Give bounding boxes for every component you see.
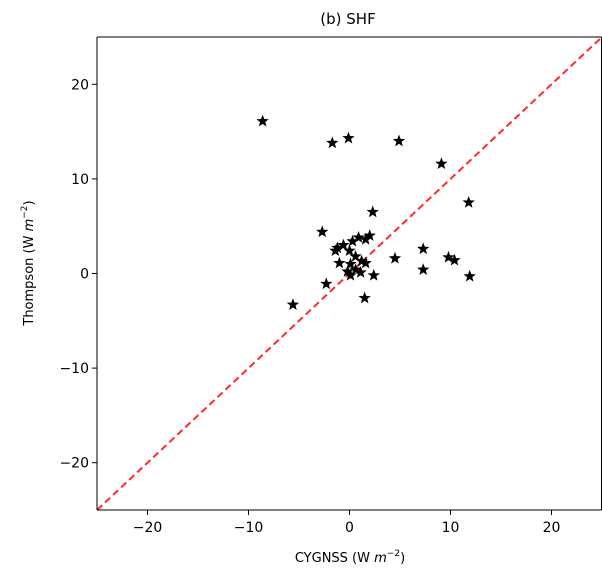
x-axis-label-unit: m — [374, 551, 387, 566]
data-point — [331, 241, 344, 254]
data-point — [359, 256, 372, 269]
data-point — [355, 254, 368, 267]
y-axis-label-exponent: −2 — [20, 205, 30, 218]
x-axis-label-suffix: ) — [400, 551, 405, 566]
data-point — [367, 268, 380, 281]
data-point — [417, 242, 430, 255]
data-point — [329, 244, 342, 257]
x-axis-label: CYGNSS (W m−2) — [295, 549, 405, 566]
data-point — [344, 257, 357, 270]
chart-title: (b) SHF — [320, 10, 375, 28]
data-point — [448, 253, 461, 266]
data-point — [342, 131, 355, 144]
y-tick-label: 0 — [80, 267, 89, 283]
data-point — [359, 232, 372, 245]
x-tick-label: 0 — [345, 520, 354, 536]
data-point — [462, 196, 475, 208]
x-tick-label: −20 — [133, 520, 163, 536]
x-tick-label: 10 — [442, 520, 460, 536]
data-point — [326, 136, 339, 149]
y-axis-label-prefix: Thompson (W — [22, 231, 37, 326]
x-axis-label-prefix: CYGNSS (W — [295, 551, 374, 566]
data-point — [366, 205, 379, 218]
data-point — [333, 256, 346, 269]
x-tick-label: −10 — [234, 520, 264, 536]
y-axis-label-unit: m — [22, 219, 37, 232]
data-point — [316, 225, 329, 238]
y-tick-label: 10 — [71, 172, 89, 188]
data-point — [392, 134, 406, 147]
data-point — [435, 157, 448, 170]
data-point — [442, 250, 455, 263]
data-point — [352, 231, 365, 243]
data-point — [463, 269, 476, 282]
data-point — [363, 229, 376, 241]
y-axis-label: Thompson (W m−2) — [20, 200, 37, 326]
y-axis-label-suffix: ) — [22, 200, 37, 205]
plot-area: −20 −10 0 10 20 −20 −10 0 10 20 — [59, 36, 602, 536]
y-tick-label: 20 — [71, 77, 89, 93]
data-point — [320, 277, 333, 290]
data-point — [343, 244, 356, 257]
y-tick-label: −20 — [59, 456, 89, 472]
data-point — [388, 251, 402, 264]
data-point — [341, 265, 354, 277]
data-point — [358, 291, 371, 304]
data-point — [256, 114, 269, 127]
data-point — [346, 234, 359, 247]
data-point — [286, 298, 300, 310]
data-point — [417, 263, 430, 275]
data-point — [344, 268, 357, 281]
data-point — [349, 249, 362, 262]
x-axis-label-exponent: −2 — [387, 549, 400, 559]
y-tick-label: −10 — [59, 361, 89, 377]
data-point — [354, 266, 367, 278]
x-tick-label: 20 — [543, 520, 561, 536]
data-point — [337, 238, 350, 251]
data-point — [349, 263, 362, 275]
